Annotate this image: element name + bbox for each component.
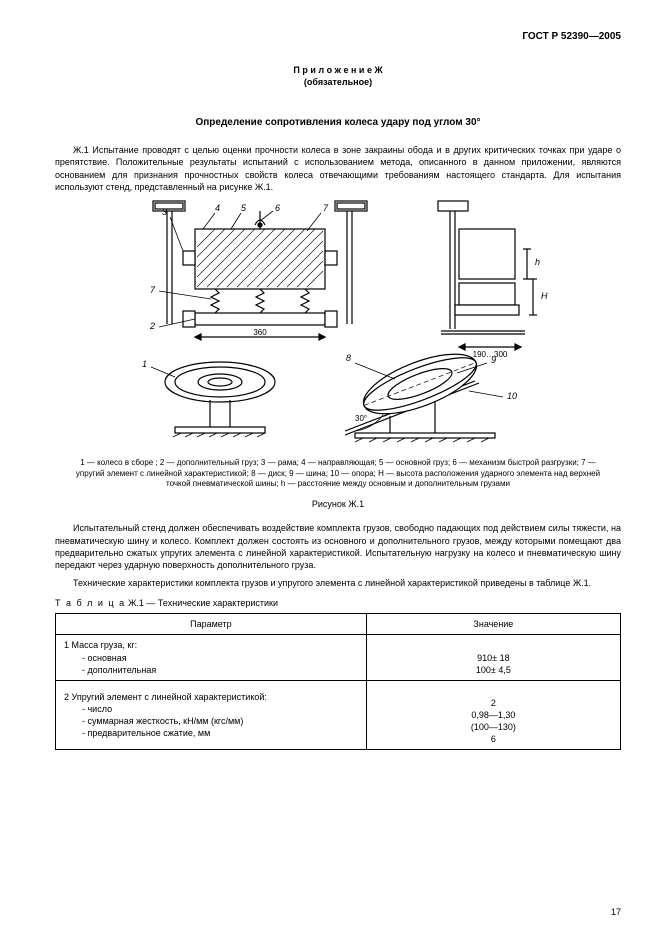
table-head-row: Параметр Значение (56, 614, 621, 635)
svg-text:H: H (541, 291, 548, 301)
row1-sub2: - дополнительная (64, 664, 358, 676)
svg-text:7: 7 (150, 285, 156, 295)
paragraph-1: Ж.1 Испытание проводят с целью оценки пр… (55, 144, 621, 193)
cell-param-2: 2 Упругий элемент с линейной характерист… (56, 680, 367, 750)
page-number: 17 (611, 906, 621, 918)
row2-main: 2 Упругий элемент с линейной характерист… (64, 692, 267, 702)
section-title: Определение сопротивления колеса удару п… (55, 116, 621, 130)
document-id: ГОСТ Р 52390—2005 (55, 30, 621, 44)
figure-diagram: 360 190…300 H (55, 199, 621, 454)
figure-legend: 1 — колесо в сборе ; 2 — дополнительный … (65, 458, 611, 490)
row2-val1: 2 (491, 698, 496, 708)
table-title-rest: Ж.1 — Технические характеристики (126, 598, 278, 608)
appendix-heading: П р и л о ж е н и е Ж (обязательное) (55, 64, 621, 88)
svg-text:8: 8 (346, 353, 351, 363)
row1-sub1: - основная (64, 652, 358, 664)
head-value: Значение (366, 614, 620, 635)
paragraph-3: Технические характеристики комплекта гру… (55, 577, 621, 589)
paragraph-2: Испытательный стенд должен обеспечивать … (55, 522, 621, 571)
dim-360: 360 (253, 328, 267, 337)
table-row: 1 Масса груза, кг: - основная - дополнит… (56, 635, 621, 680)
row2-val4: 6 (491, 734, 496, 744)
svg-text:9: 9 (491, 355, 496, 365)
row2-val2: 0,98—1,30 (471, 710, 515, 720)
appendix-type: (обязательное) (304, 77, 372, 87)
row1-main: 1 Масса груза, кг: (64, 640, 137, 650)
head-parameter: Параметр (56, 614, 367, 635)
tech-table: Параметр Значение 1 Масса груза, кг: - о… (55, 613, 621, 750)
cell-value-2: 2 0,98—1,30 (100—130) 6 (366, 680, 620, 750)
row2-sub2: - суммарная жесткость, кН/мм (кгс/мм) (64, 715, 358, 727)
row1-val1: 910± 18 (477, 653, 509, 663)
table-title-spaced: Т а б л и ц а (55, 598, 126, 608)
row2-sub1: - число (64, 703, 358, 715)
svg-text:3: 3 (162, 207, 167, 217)
row2-val3: (100—130) (471, 722, 516, 732)
appendix-label: П р и л о ж е н и е Ж (293, 65, 382, 75)
table-title: Т а б л и ц а Ж.1 — Технические характер… (55, 597, 621, 609)
cell-value-1: 910± 18 100± 4,5 (366, 635, 620, 680)
row2-sub4: - предварительное сжатие, мм (64, 727, 358, 739)
svg-text:1: 1 (142, 359, 147, 369)
svg-text:7: 7 (323, 203, 329, 213)
svg-text:2: 2 (149, 321, 155, 331)
svg-text:h: h (535, 257, 540, 267)
svg-text:6: 6 (275, 203, 280, 213)
svg-text:10: 10 (507, 391, 517, 401)
cell-param-1: 1 Масса груза, кг: - основная - дополнит… (56, 635, 367, 680)
row1-val2: 100± 4,5 (476, 665, 511, 675)
figure-caption: Рисунок Ж.1 (55, 498, 621, 510)
svg-text:5: 5 (241, 203, 247, 213)
svg-text:4: 4 (215, 203, 220, 213)
svg-text:30°: 30° (355, 414, 367, 423)
table-row: 2 Упругий элемент с линейной характерист… (56, 680, 621, 750)
